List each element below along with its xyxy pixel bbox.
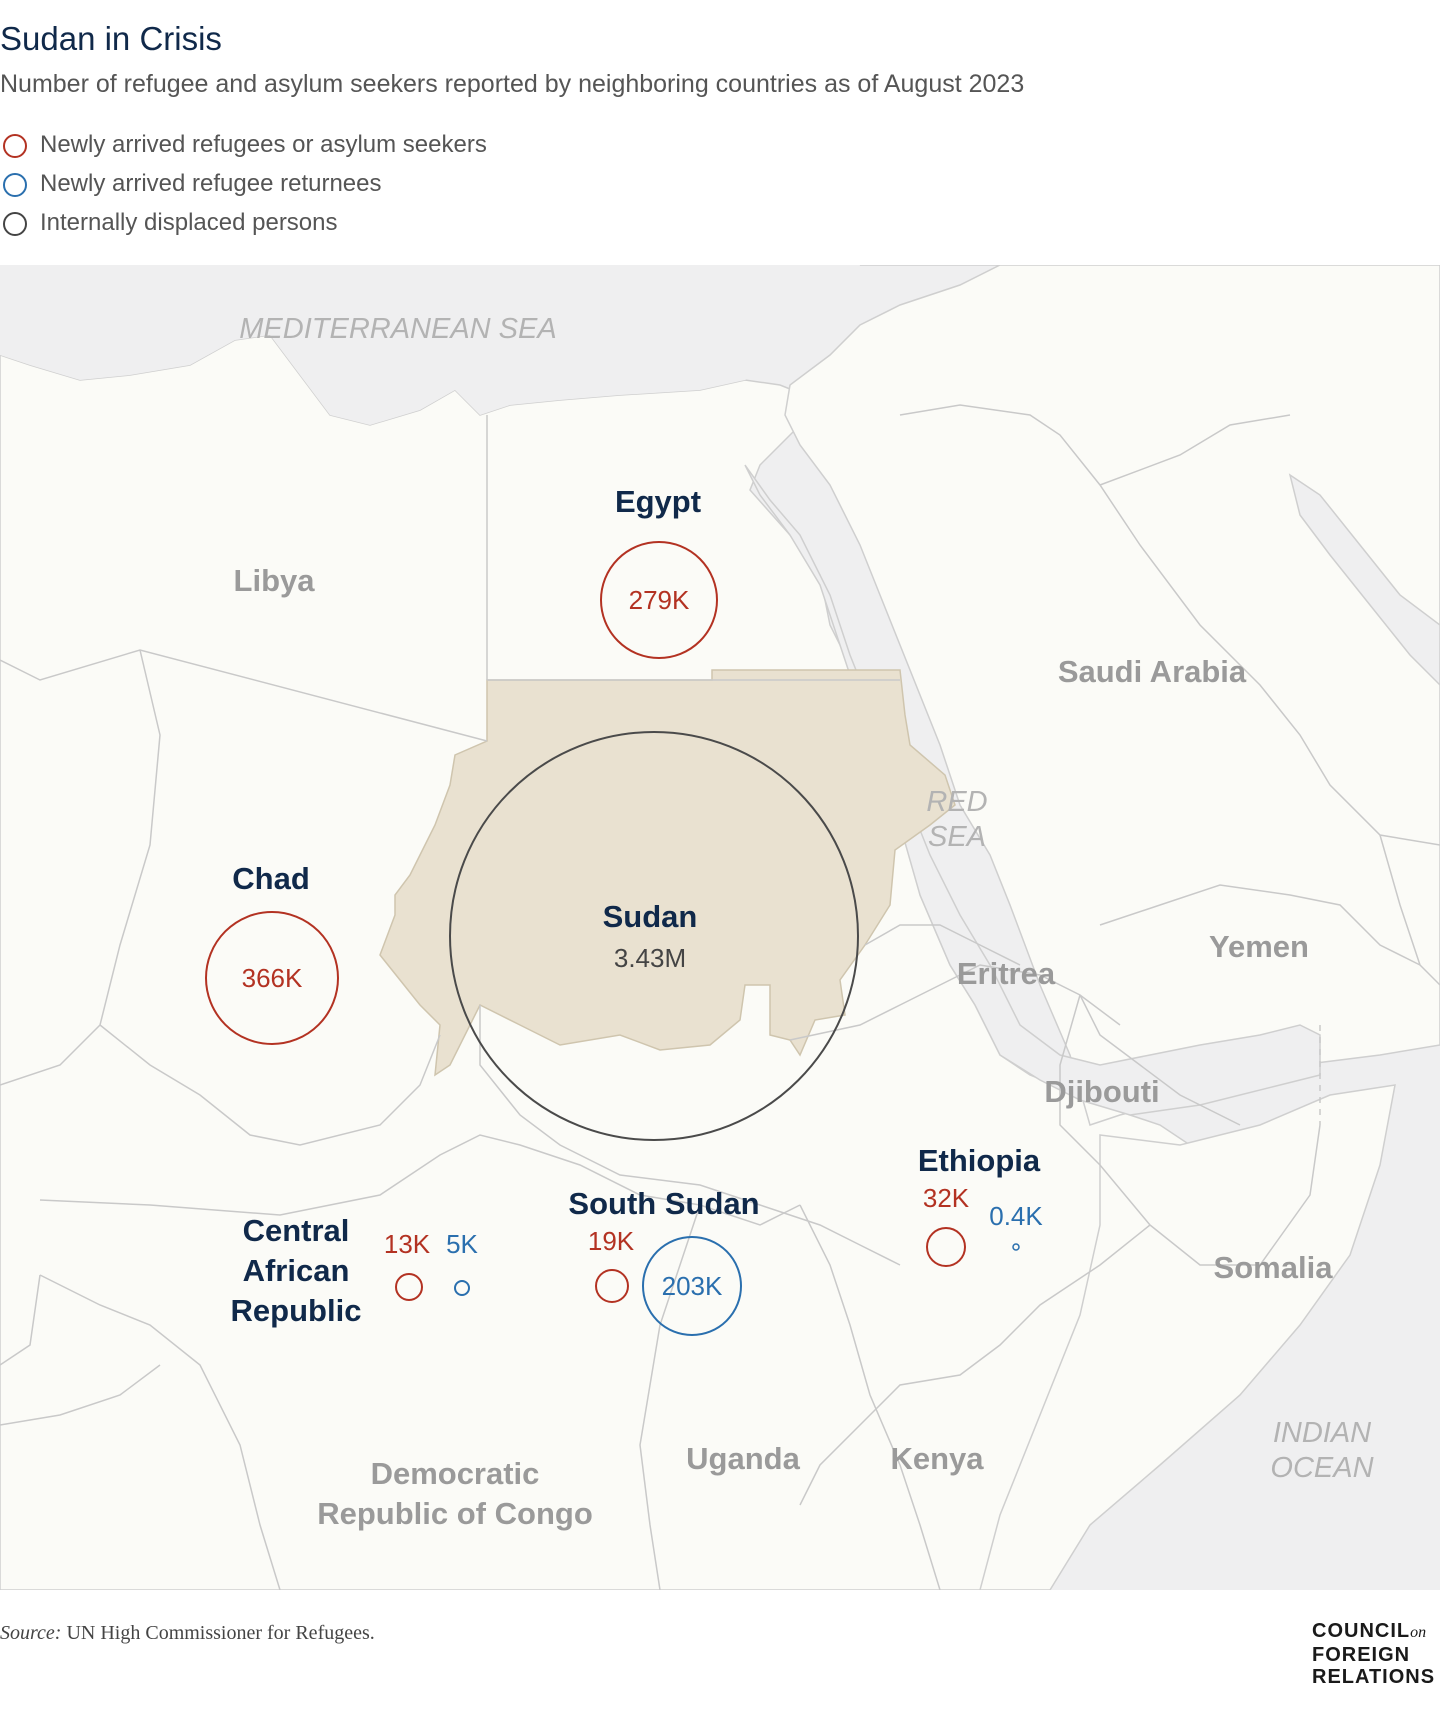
car-label-line1: Central [243, 1213, 350, 1248]
logo-line1: COUNCIL [1312, 1620, 1411, 1642]
indian-ocean-label-line2: OCEAN [1270, 1452, 1373, 1484]
chart-title: Sudan in Crisis [0, 20, 222, 57]
egypt-refugee-value: 279K [629, 585, 690, 615]
car-returnee-value: 5K [446, 1229, 478, 1259]
legend-label-refugees: Newly arrived refugees or asylum seekers [40, 131, 487, 158]
horn-land [979, 1084, 1396, 1590]
sudan-idp-circle [449, 731, 859, 1141]
source-text: UN High Commissioner for Refugees. [61, 1622, 375, 1644]
car-returnee-circle [454, 1280, 470, 1296]
ethiopia-returnee-circle [1012, 1243, 1020, 1251]
red-sea-label-line2: SEA [928, 821, 986, 853]
sudan-label: Sudan [603, 899, 698, 934]
chad-refugee-value: 366K [242, 963, 303, 993]
egypt-refugee-circle [600, 541, 718, 659]
somalia-label: Somalia [1214, 1250, 1334, 1285]
legend-label-returnees: Newly arrived refugee returnees [40, 170, 382, 197]
car-label-line2: African [243, 1253, 350, 1288]
chart-subtitle: Number of refugee and asylum seekers rep… [0, 70, 1025, 98]
drc-label-line1: Democratic [371, 1456, 540, 1491]
drc-label-line2: Republic of Congo [317, 1496, 593, 1531]
dark-circle-icon [3, 212, 27, 236]
south-sudan-returnee-value: 203K [662, 1271, 723, 1301]
ethiopia-refugee-value: 32K [923, 1183, 970, 1213]
red-sea-label-line1: RED [926, 786, 987, 818]
car-refugee-circle [395, 1273, 423, 1301]
logo-line3: RELATIONS [1312, 1666, 1436, 1688]
south-sudan-label: South Sudan [568, 1186, 759, 1221]
kenya-label: Kenya [890, 1441, 984, 1476]
sudan-idp-value: 3.43M [614, 943, 686, 973]
indian-ocean-label-line1: INDIAN [1273, 1417, 1371, 1449]
blue-circle-icon [3, 173, 27, 197]
source-label: Source: [0, 1622, 62, 1644]
country-borders [0, 404, 1440, 1590]
chad-label: Chad [232, 861, 310, 896]
egypt-label: Egypt [615, 484, 701, 519]
saudi-arabia-label: Saudi Arabia [1058, 654, 1247, 689]
ethiopia-refugee-circle [926, 1227, 966, 1267]
south-sudan-returnee-circle [642, 1236, 742, 1336]
logo-line2: FOREIGN [1312, 1644, 1411, 1666]
legend-label-idp: Internally displaced persons [40, 209, 338, 236]
mediterranean-label: MEDITERRANEAN SEA [239, 313, 556, 345]
persian-gulf [1288, 473, 1440, 687]
chad-refugee-circle [205, 911, 339, 1045]
cfr-logo: COUNCILon FOREIGN RELATIONS [1312, 1620, 1435, 1688]
south-sudan-refugee-value: 19K [588, 1226, 635, 1256]
south-sudan-refugee-circle [595, 1269, 629, 1303]
libya-label: Libya [234, 563, 316, 598]
eritrea-label: Eritrea [957, 956, 1056, 991]
car-label-line3: Republic [231, 1293, 362, 1328]
ethiopia-returnee-value: 0.4K [989, 1201, 1043, 1231]
sudan-shape [379, 669, 956, 1077]
map: MEDITERRANEAN SEA RED SEA INDIAN OCEAN L… [0, 265, 1440, 1590]
ethiopia-label: Ethiopia [918, 1143, 1041, 1178]
uganda-label: Uganda [686, 1441, 800, 1476]
yemen-label: Yemen [1209, 929, 1309, 964]
djibouti-label: Djibouti [1044, 1074, 1159, 1109]
source-note: Source: UN High Commissioner for Refugee… [0, 1622, 375, 1645]
red-circle-icon [3, 134, 27, 158]
mediterranean-sea [0, 265, 860, 425]
logo-on: on [1410, 1624, 1427, 1641]
car-refugee-value: 13K [384, 1229, 431, 1259]
